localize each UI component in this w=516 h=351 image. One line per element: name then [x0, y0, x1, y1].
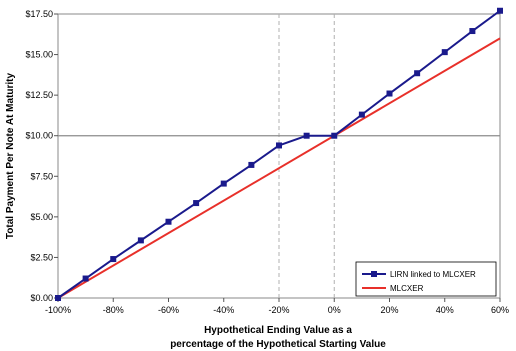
data-point — [220, 180, 227, 187]
x-tick-label: -20% — [268, 305, 289, 315]
data-point — [303, 132, 310, 139]
data-point — [193, 200, 200, 207]
x-tick-label: -60% — [158, 305, 179, 315]
y-tick-label: $15.00 — [25, 50, 53, 60]
x-tick-label: 0% — [328, 305, 341, 315]
x-tick-label: 20% — [380, 305, 398, 315]
y-tick-label: $10.00 — [25, 131, 53, 141]
legend-label-mlcxer: MLCXER — [390, 284, 424, 293]
x-axis-title-line-2: percentage of the Hypothetical Starting … — [170, 339, 386, 350]
x-tick-label: -100% — [45, 305, 71, 315]
data-point — [276, 142, 282, 149]
data-point — [55, 295, 61, 301]
legend-marker-lirn — [371, 271, 377, 277]
series-layer — [55, 7, 503, 301]
data-point — [248, 161, 255, 168]
data-point — [441, 49, 448, 56]
y-tick-label: $5.00 — [30, 212, 53, 222]
y-axis-title: Total Payment Per Note At Maturity — [5, 72, 16, 239]
y-tick-label: $2.50 — [30, 252, 53, 262]
x-tick-label: -80% — [103, 305, 124, 315]
y-tick-label: $7.50 — [30, 171, 53, 181]
y-axis-ticks: $0.00 $2.50 $5.00 $7.50 $10.00 $12.50 $15.00 $1… — [25, 9, 58, 303]
data-point — [414, 70, 421, 77]
data-point — [497, 7, 503, 14]
data-point — [165, 218, 172, 225]
legend-box — [355, 261, 497, 297]
x-axis-title-line-1: Hypothetical Ending Value as a — [204, 325, 352, 336]
data-point — [137, 237, 144, 244]
legend: LIRN linked to MLCXER MLCXER — [355, 261, 497, 297]
x-tick-label: -40% — [213, 305, 234, 315]
x-tick-label: 40% — [436, 305, 454, 315]
data-point — [82, 275, 89, 282]
x-axis-ticks: -100% -80% -60% -40% -20% 0% 20% 40% 60% — [45, 298, 509, 315]
data-point — [110, 256, 117, 263]
reference-lines — [58, 14, 500, 298]
data-point — [469, 28, 476, 35]
x-tick-label: 60% — [491, 305, 509, 315]
y-tick-label: $0.00 — [30, 293, 53, 303]
series-line-mlcxer — [57, 37, 501, 299]
data-point — [386, 90, 393, 97]
legend-label-lirn: LIRN linked to MLCXER — [390, 270, 476, 279]
y-tick-label: $17.50 — [25, 9, 53, 19]
data-point — [358, 111, 365, 118]
data-point — [331, 132, 338, 139]
y-tick-label: $12.50 — [25, 90, 53, 100]
